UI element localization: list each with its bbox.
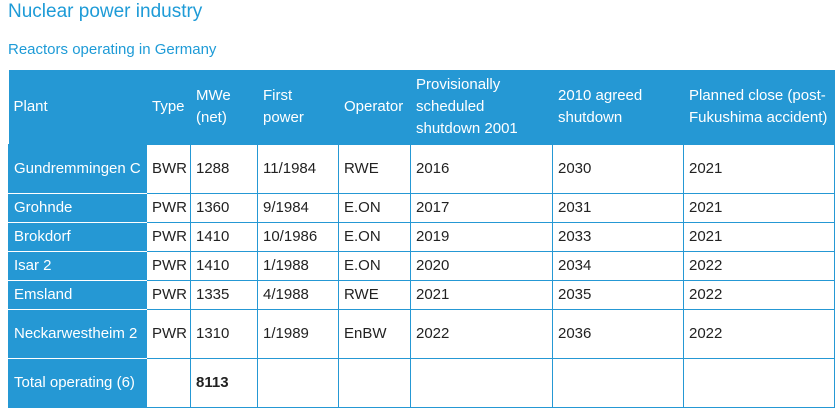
total-label: Total operating (6) xyxy=(8,358,147,408)
mwe-cell: 1288 xyxy=(190,144,258,194)
plant-name: Neckarwestheim 2 xyxy=(8,309,147,359)
type-cell: PWR xyxy=(146,193,191,223)
header-type: Type xyxy=(146,70,191,145)
first-power-cell: 9/1984 xyxy=(257,193,339,223)
header-first-power: First power xyxy=(257,70,339,145)
provisional-shutdown-cell: 2019 xyxy=(410,222,553,252)
table-row: Grohnde PWR 1360 9/1984 E.ON 2017 2031 2… xyxy=(8,193,835,223)
planned-close-cell: 2021 xyxy=(683,193,835,223)
provisional-shutdown-cell xyxy=(410,358,553,408)
plant-name: Gundremmingen C xyxy=(8,144,147,194)
type-cell: PWR xyxy=(146,222,191,252)
header-operator: Operator xyxy=(338,70,411,145)
agreed-shutdown-cell: 2033 xyxy=(552,222,684,252)
provisional-shutdown-cell: 2021 xyxy=(410,280,553,310)
header-mwe: MWe (net) xyxy=(190,70,258,145)
first-power-cell: 1/1988 xyxy=(257,251,339,281)
plant-name: Grohnde xyxy=(8,193,147,223)
operator-cell: E.ON xyxy=(338,251,411,281)
type-cell xyxy=(146,358,191,408)
operator-cell: E.ON xyxy=(338,193,411,223)
provisional-shutdown-cell: 2022 xyxy=(410,309,553,359)
planned-close-cell: 2022 xyxy=(683,309,835,359)
provisional-shutdown-cell: 2017 xyxy=(410,193,553,223)
table-row: Neckarwestheim 2 PWR 1310 1/1989 EnBW 20… xyxy=(8,309,835,359)
header-plant: Plant xyxy=(8,70,147,145)
table-row: Gundremmingen C BWR 1288 11/1984 RWE 201… xyxy=(8,144,835,194)
agreed-shutdown-cell: 2034 xyxy=(552,251,684,281)
total-row: Total operating (6) 8113 xyxy=(8,358,835,408)
table-header-row: Plant Type MWe (net) First power Operato… xyxy=(8,70,835,145)
provisional-shutdown-cell: 2016 xyxy=(410,144,553,194)
table-row: Brokdorf PWR 1410 10/1986 E.ON 2019 2033… xyxy=(8,222,835,252)
type-cell: BWR xyxy=(146,144,191,194)
provisional-shutdown-cell: 2020 xyxy=(410,251,553,281)
header-provisional-shutdown: Provisionally scheduled shutdown 2001 xyxy=(410,70,553,145)
table-subtitle: Reactors operating in Germany xyxy=(8,41,217,58)
plant-name: Isar 2 xyxy=(8,251,147,281)
header-planned-close: Planned close (post-Fukushima accident) xyxy=(683,70,835,145)
agreed-shutdown-cell: 2036 xyxy=(552,309,684,359)
reactors-table: Plant Type MWe (net) First power Operato… xyxy=(8,70,835,408)
first-power-cell: 4/1988 xyxy=(257,280,339,310)
agreed-shutdown-cell: 2035 xyxy=(552,280,684,310)
mwe-cell: 1310 xyxy=(190,309,258,359)
operator-cell: E.ON xyxy=(338,222,411,252)
first-power-cell: 11/1984 xyxy=(257,144,339,194)
type-cell: PWR xyxy=(146,309,191,359)
first-power-cell: 1/1989 xyxy=(257,309,339,359)
operator-cell: RWE xyxy=(338,144,411,194)
mwe-cell: 1360 xyxy=(190,193,258,223)
operator-cell: RWE xyxy=(338,280,411,310)
mwe-cell: 1410 xyxy=(190,251,258,281)
planned-close-cell: 2022 xyxy=(683,251,835,281)
mwe-cell: 1335 xyxy=(190,280,258,310)
operator-cell xyxy=(338,358,411,408)
table-row: Isar 2 PWR 1410 1/1988 E.ON 2020 2034 20… xyxy=(8,251,835,281)
planned-close-cell: 2021 xyxy=(683,144,835,194)
type-cell: PWR xyxy=(146,280,191,310)
agreed-shutdown-cell xyxy=(552,358,684,408)
planned-close-cell xyxy=(683,358,835,408)
planned-close-cell: 2022 xyxy=(683,280,835,310)
header-agreed-shutdown: 2010 agreed shutdown xyxy=(552,70,684,145)
operator-cell: EnBW xyxy=(338,309,411,359)
table-row: Emsland PWR 1335 4/1988 RWE 2021 2035 20… xyxy=(8,280,835,310)
page-title: Nuclear power industry xyxy=(8,1,203,22)
plant-name: Emsland xyxy=(8,280,147,310)
first-power-cell: 10/1986 xyxy=(257,222,339,252)
planned-close-cell: 2021 xyxy=(683,222,835,252)
plant-name: Brokdorf xyxy=(8,222,147,252)
first-power-cell xyxy=(257,358,339,408)
mwe-cell: 1410 xyxy=(190,222,258,252)
type-cell: PWR xyxy=(146,251,191,281)
total-mwe: 8113 xyxy=(190,358,258,408)
agreed-shutdown-cell: 2031 xyxy=(552,193,684,223)
agreed-shutdown-cell: 2030 xyxy=(552,144,684,194)
